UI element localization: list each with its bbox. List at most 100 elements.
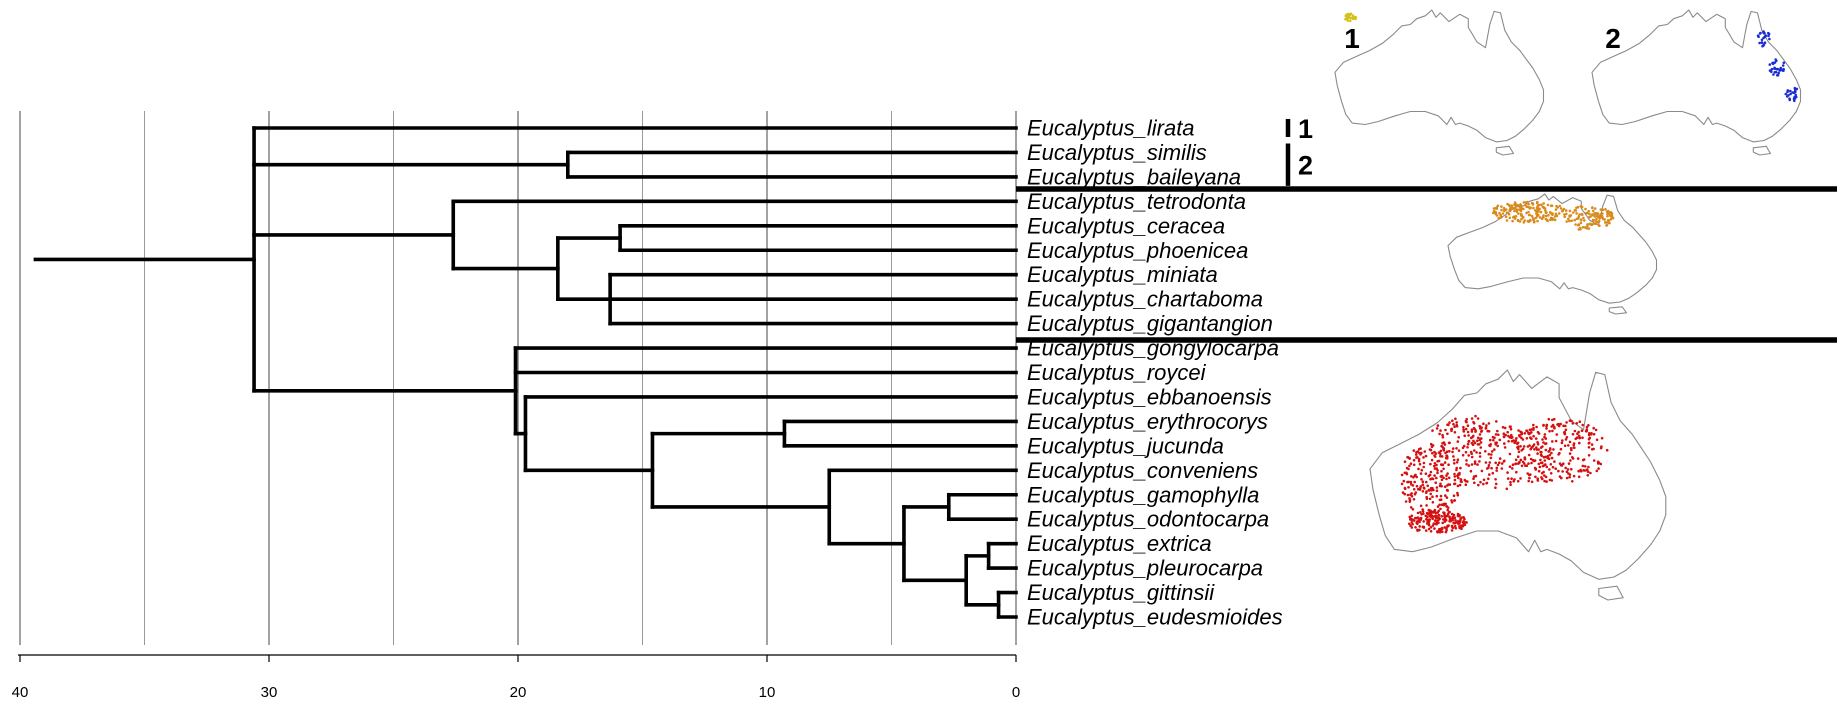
occurrence-point (1419, 453, 1422, 456)
occurrence-point (1465, 417, 1468, 421)
occurrence-point (1478, 455, 1482, 458)
occurrence-point (1794, 93, 1797, 97)
occurrence-point (1403, 492, 1406, 496)
occurrence-point (1435, 489, 1439, 493)
occurrence-point (1589, 471, 1592, 475)
occurrence-point (1428, 497, 1432, 501)
occurrence-point (1587, 446, 1591, 449)
occurrence-point (1413, 480, 1416, 484)
australia-outline (1334, 9, 1545, 143)
tip-label: Eucalyptus_tetrodonta (1027, 189, 1246, 214)
occurrence-point (1473, 460, 1477, 463)
occurrence-point (1436, 460, 1439, 463)
occurrence-point (1447, 463, 1450, 467)
occurrence-point (1564, 466, 1567, 470)
occurrence-point (1444, 494, 1447, 497)
occurrence-point (1445, 526, 1449, 529)
occurrence-point (1571, 432, 1575, 436)
occurrence-point (1761, 44, 1764, 48)
occurrence-point (1527, 453, 1531, 457)
occurrence-point (1551, 440, 1554, 443)
occurrence-point (1409, 462, 1413, 466)
occurrence-point (1604, 208, 1607, 211)
occurrence-point (1547, 214, 1550, 217)
occurrence-point (1493, 448, 1496, 451)
occurrence-point (1448, 518, 1452, 521)
occurrence-point (1406, 493, 1410, 497)
occurrence-point (1575, 422, 1579, 425)
occurrence-point (1458, 471, 1461, 475)
occurrence-point (1458, 483, 1462, 487)
occurrence-point (1498, 438, 1502, 442)
occurrence-point (1462, 444, 1466, 448)
occurrence-point (1417, 457, 1421, 461)
occurrence-point (1590, 432, 1593, 435)
occurrence-point (1426, 522, 1429, 525)
occurrence-point (1572, 474, 1576, 478)
occurrence-point (1513, 201, 1517, 204)
occurrence-point (1470, 455, 1474, 459)
occurrence-point (1436, 505, 1440, 508)
occurrence-point (1763, 35, 1767, 39)
occurrence-point (1548, 453, 1551, 457)
occurrence-point (1767, 32, 1771, 36)
occurrence-point (1463, 434, 1466, 438)
occurrence-point (1448, 483, 1452, 486)
occurrence-point (1439, 429, 1442, 432)
occurrence-point (1558, 204, 1562, 208)
occurrence-point (1440, 469, 1443, 473)
occurrence-point (1563, 213, 1566, 216)
occurrence-point (1506, 430, 1509, 434)
occurrence-point (1423, 450, 1427, 453)
occurrence-point (1462, 425, 1465, 429)
occurrence-point (1517, 212, 1520, 215)
occurrence-point (1543, 463, 1547, 466)
occurrence-point (1443, 485, 1447, 489)
occurrence-point (1344, 14, 1348, 18)
occurrence-point (1425, 495, 1428, 499)
occurrence-point (1467, 434, 1470, 437)
occurrence-point (1440, 478, 1444, 482)
occurrence-point (1599, 208, 1603, 211)
occurrence-point (1419, 504, 1423, 508)
occurrence-point (1601, 216, 1604, 220)
occurrence-point (1782, 69, 1785, 72)
occurrence-point (1498, 211, 1501, 215)
occurrence-point (1417, 528, 1421, 532)
occurrence-point (1556, 423, 1559, 426)
occurrence-point (1530, 214, 1534, 218)
occurrence-point (1586, 211, 1589, 215)
occurrence-point (1537, 462, 1541, 466)
occurrence-point (1550, 456, 1554, 460)
occurrence-point (1508, 452, 1512, 456)
tip-label: Eucalyptus_chartaboma (1027, 287, 1263, 312)
occurrence-point (1587, 465, 1590, 469)
occurrence-point (1549, 463, 1553, 466)
occurrence-point (1431, 487, 1434, 490)
occurrence-point (1431, 451, 1434, 455)
occurrence-point (1428, 509, 1431, 513)
occurrence-point (1593, 207, 1597, 210)
occurrence-point (1410, 475, 1413, 478)
occurrence-point (1586, 223, 1589, 226)
occurrence-point (1567, 217, 1570, 221)
occurrence-point (1417, 467, 1420, 471)
occurrence-point (1589, 222, 1592, 226)
occurrence-point (1502, 460, 1506, 463)
occurrence-point (1442, 518, 1445, 521)
occurrence-point (1434, 481, 1437, 485)
occurrence-point (1565, 436, 1569, 439)
occurrence-point (1484, 426, 1488, 430)
occurrence-point (1563, 432, 1567, 436)
occurrence-point (1476, 417, 1480, 420)
occurrence-point (1497, 433, 1500, 437)
occurrence-point (1426, 515, 1429, 519)
australia-outline (1447, 193, 1658, 304)
occurrence-point (1471, 435, 1474, 439)
occurrence-point (1422, 525, 1426, 529)
occurrence-point (1607, 219, 1611, 222)
occurrence-point (1536, 441, 1539, 444)
occurrence-point (1507, 213, 1511, 216)
occurrence-point (1781, 64, 1785, 67)
occurrence-point (1473, 481, 1476, 485)
